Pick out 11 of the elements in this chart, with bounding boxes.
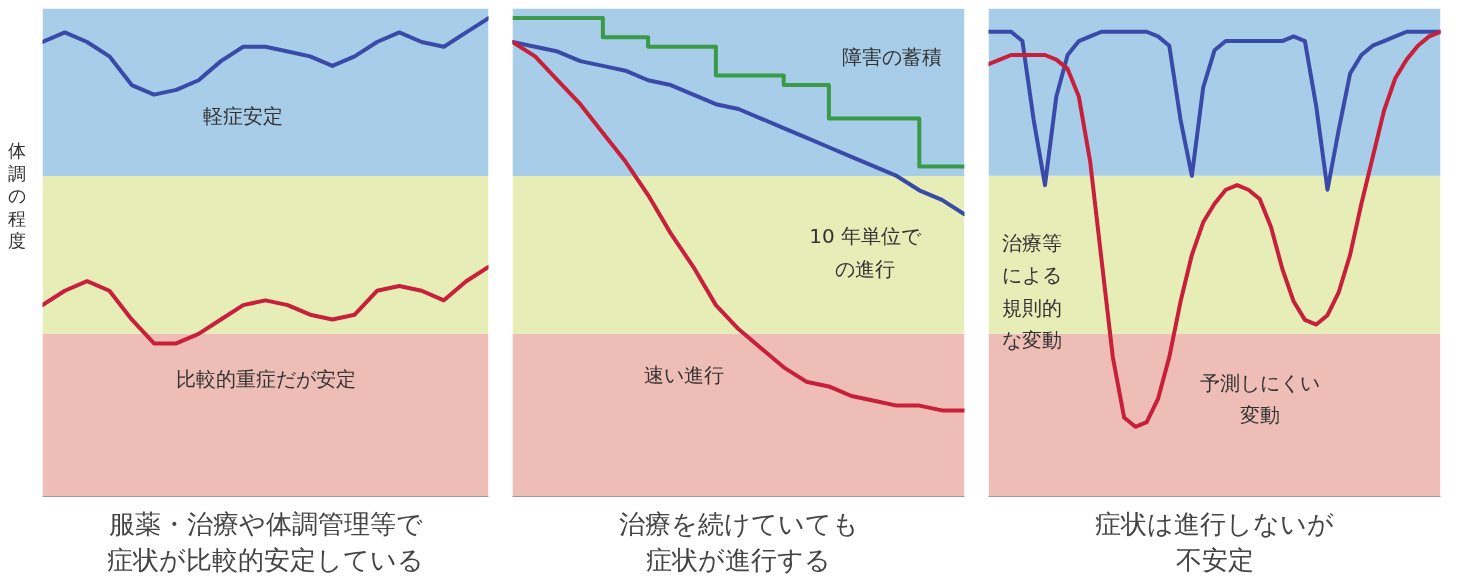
annotation: 速い進行 bbox=[644, 362, 725, 387]
x-axis-title: 治療を続けていても症状が進行する bbox=[618, 508, 859, 575]
annotation: 予測しにくい変動 bbox=[1199, 370, 1320, 428]
y-axis-title: 体調の程度 bbox=[8, 140, 26, 253]
annotation: 10 年単位での進行 bbox=[809, 224, 922, 281]
annotation: 軽症安定 bbox=[203, 103, 284, 128]
annotation: 比較的重症だが安定 bbox=[175, 367, 356, 392]
annotation: 障害の蓄積 bbox=[842, 45, 943, 70]
annotation: 治療等による規則的な変動 bbox=[1002, 230, 1063, 353]
x-axis-title: 症状は進行しないが不安定 bbox=[1095, 508, 1334, 575]
x-axis-title: 服薬・治療や体調管理等で症状が比較的安定している bbox=[107, 508, 424, 575]
